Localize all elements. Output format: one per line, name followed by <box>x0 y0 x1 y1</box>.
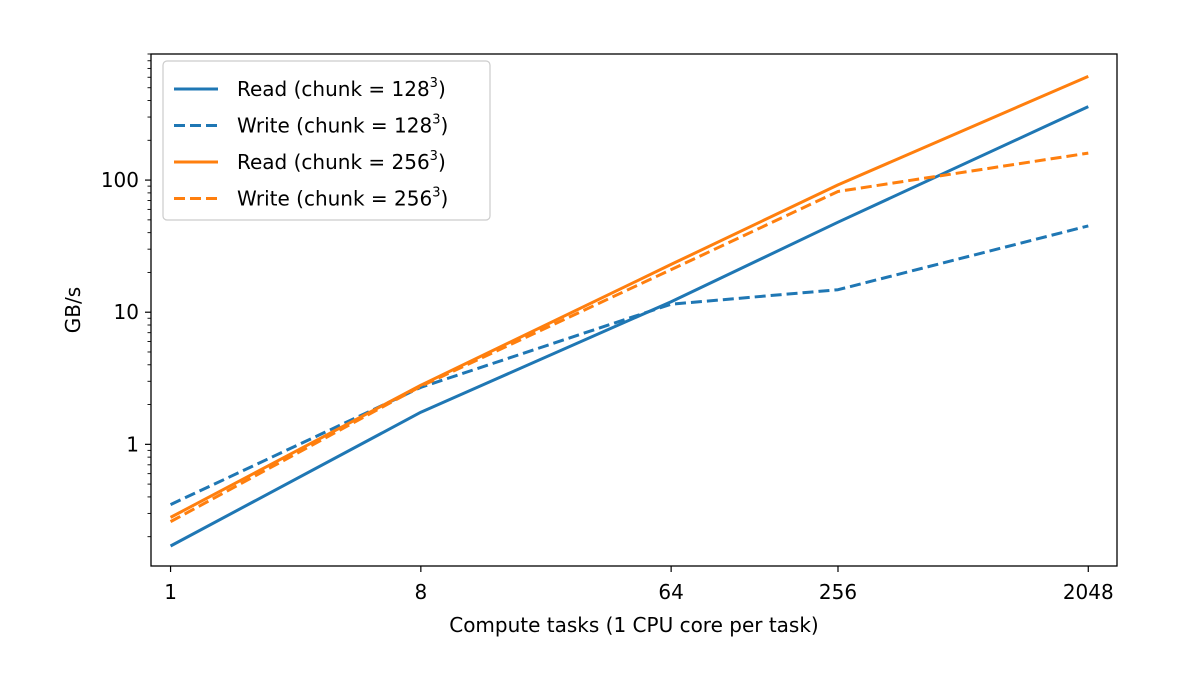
series-line-2 <box>169 74 1089 519</box>
legend-box <box>162 60 491 221</box>
y-tick-label: 10 <box>114 300 139 324</box>
y-tick-label: 1 <box>126 432 139 456</box>
legend: Read (chunk = 1283) Write (chunk = 1283) R… <box>162 60 491 221</box>
plot-frame <box>150 53 1118 567</box>
legend-label-0: Read (chunk = 1283) <box>237 76 446 101</box>
x-tick-label: 64 <box>658 580 683 604</box>
series-line-3 <box>169 151 1089 523</box>
legend-label-3: Write (chunk = 2563) <box>237 186 448 211</box>
legend-label-2: Read (chunk = 2563) <box>237 149 446 174</box>
y-axis-label: GB/s <box>61 287 85 333</box>
x-tick-label: 1 <box>164 580 177 604</box>
x-tick-label: 256 <box>819 580 857 604</box>
series-line-0 <box>169 105 1089 548</box>
legend-label-1: Write (chunk = 1283) <box>237 113 448 138</box>
ticks-layer: 1 8 64 256 2048 1 10 100 <box>101 53 1114 604</box>
y-tick-label: 100 <box>101 168 139 192</box>
series-layer <box>169 74 1089 548</box>
x-axis-label: Compute tasks (1 CPU core per task) <box>449 613 819 637</box>
x-tick-label: 8 <box>414 580 427 604</box>
series-line-1 <box>169 224 1089 506</box>
x-tick-label: 2048 <box>1063 580 1114 604</box>
